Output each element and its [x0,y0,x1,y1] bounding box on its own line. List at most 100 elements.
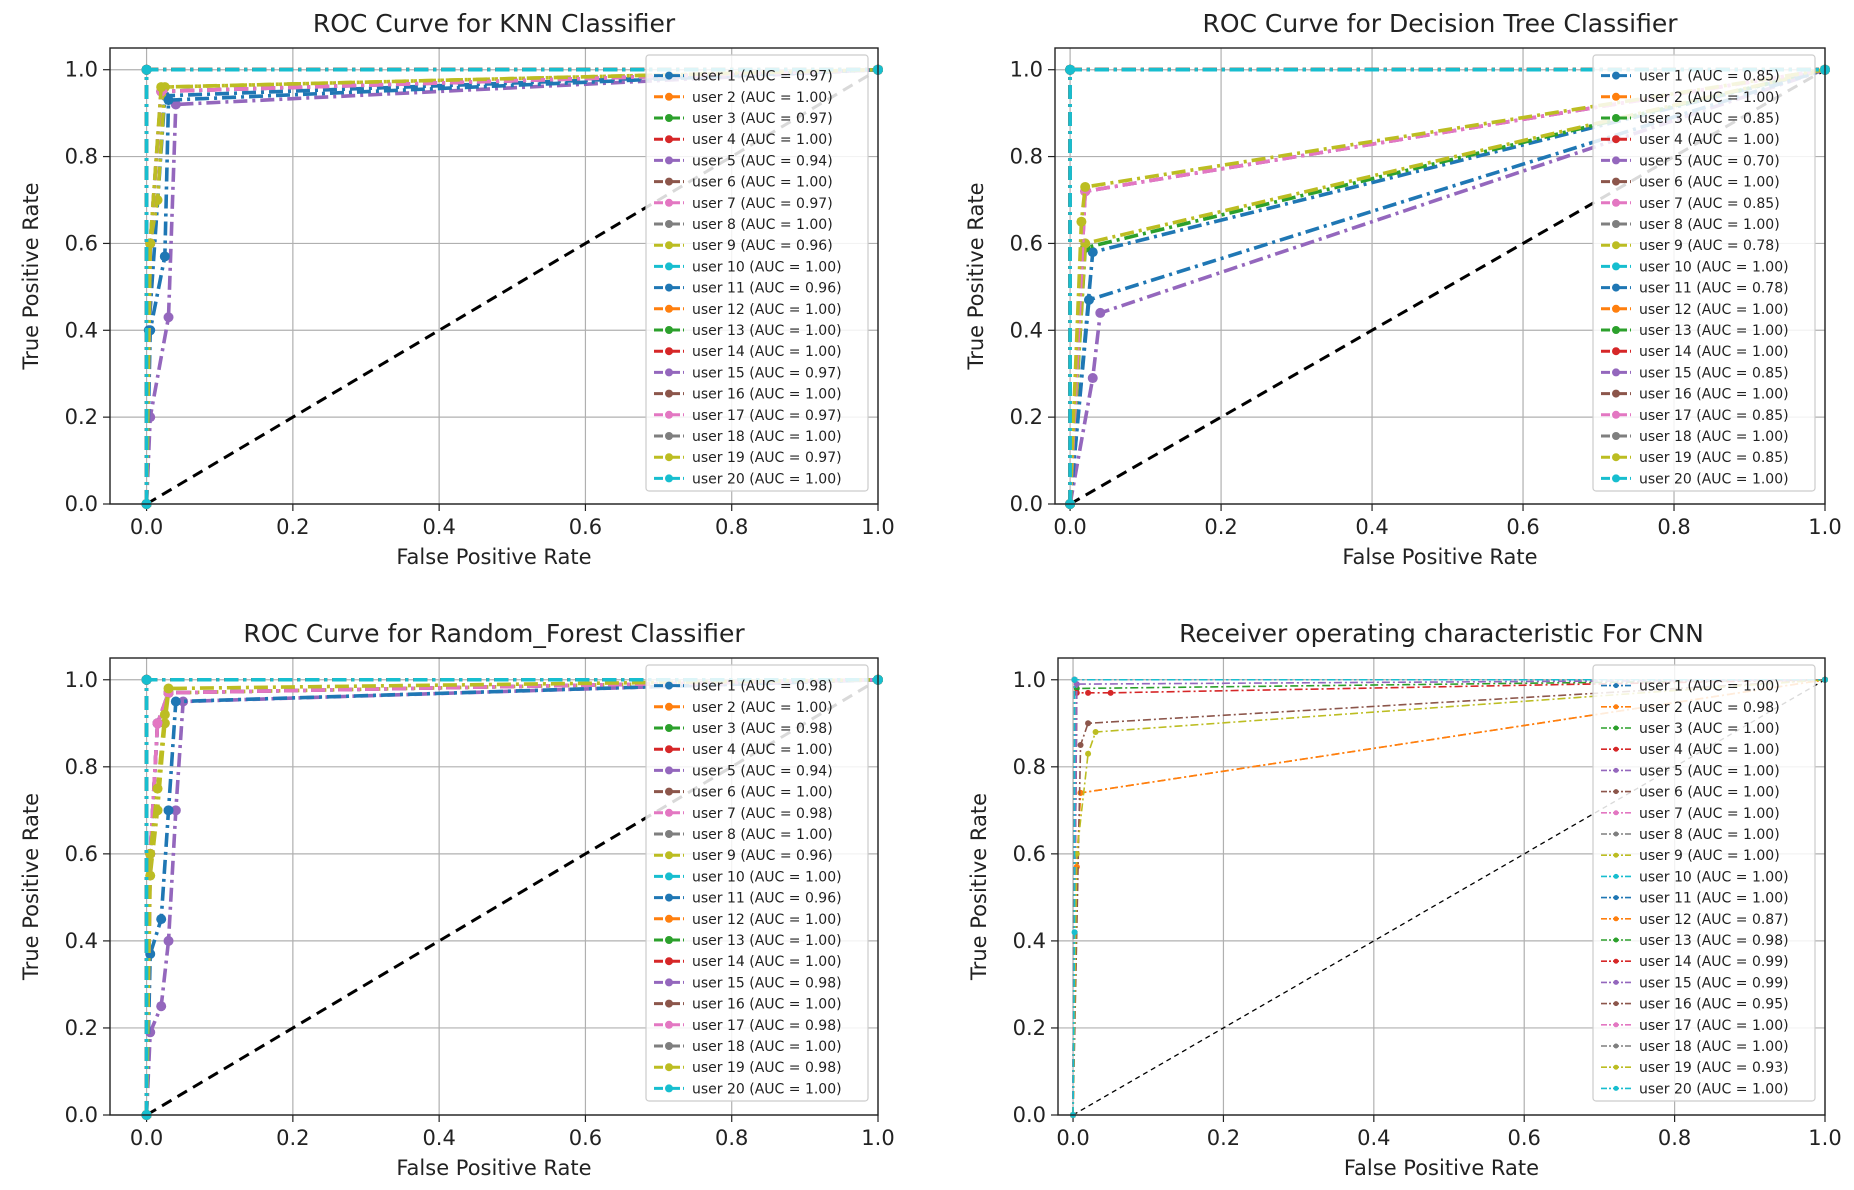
legend-label-user-6: user 6 (AUC = 1.00) [1639,785,1780,801]
y-tick-label: 0.4 [1010,318,1043,342]
legend-marker-user-6 [1612,177,1620,186]
legend-marker-user-8 [665,220,673,228]
legend-label-user-2: user 2 (AUC = 1.00) [1639,90,1780,106]
legend-label-user-18: user 18 (AUC = 1.00) [692,1039,842,1055]
legend-label-user-1: user 1 (AUC = 1.00) [1639,679,1780,695]
legend-label-user-19: user 19 (AUC = 0.93) [1639,1060,1789,1076]
legend-label-user-1: user 1 (AUC = 0.85) [1639,69,1780,85]
legend-marker-user-2 [1613,704,1619,710]
legend-marker-user-10 [665,262,673,271]
legend-label-user-13: user 13 (AUC = 1.00) [692,933,842,949]
legend-label-user-8: user 8 (AUC = 1.00) [692,217,833,233]
roc-point-user-16 [1077,742,1084,749]
legend-marker-user-15 [1612,368,1620,377]
legend-marker-user-1 [665,681,673,690]
legend-label-user-5: user 5 (AUC = 0.94) [692,153,833,169]
roc-curve-user-11 [144,677,879,1116]
legend-box [1592,664,1816,1102]
legend-marker-user-2 [1612,92,1620,101]
legend-label-user-3: user 3 (AUC = 0.85) [1639,111,1780,127]
x-axis-label: False Positive Rate [396,1156,591,1180]
roc-point-user-5 [178,696,189,707]
legend-marker-user-6 [665,787,673,796]
legend-marker-user-18 [1613,1043,1619,1049]
legend-marker-user-17 [665,410,673,419]
legend-label-user-5: user 5 (AUC = 0.70) [1639,153,1780,169]
legend-marker-user-15 [665,368,673,377]
legend-label-user-10: user 10 (AUC = 1.00) [692,869,842,885]
x-tick-label: 0.6 [569,515,602,539]
legend-marker-user-8 [1613,831,1619,837]
legend-marker-user-5 [665,156,673,165]
x-tick-label: 0.6 [1506,515,1539,539]
y-axis-label: True Positive Rate [964,182,988,370]
legend-label-user-5: user 5 (AUC = 0.94) [692,763,833,779]
legend-marker-user-11 [1613,895,1619,901]
legend-label-user-11: user 11 (AUC = 0.78) [1639,281,1789,297]
roc-point-user-5 [1087,373,1098,384]
x-tick-label: 1.0 [861,515,894,539]
legend-label-user-14: user 14 (AUC = 1.00) [692,344,842,360]
roc-curve-user-19 [1072,678,1826,1116]
x-axis-label: False Positive Rate [396,545,591,569]
legend-marker-user-8 [1612,220,1620,228]
legend-marker-user-9 [1613,852,1619,858]
roc-point-user-11 [170,696,181,707]
y-tick-label: 0.8 [1010,145,1043,169]
legend-label-user-13: user 13 (AUC = 1.00) [692,323,842,339]
roc-point-user-1 [1087,247,1098,258]
legend-label-user-18: user 18 (AUC = 1.00) [692,429,842,445]
legend-marker-user-13 [665,326,673,334]
x-tick-label: 0.0 [130,515,163,539]
legend-label-user-2: user 2 (AUC = 1.00) [692,90,833,106]
legend-label-user-5: user 5 (AUC = 1.00) [1639,763,1780,779]
legend-label-user-3: user 3 (AUC = 0.98) [692,721,833,737]
legend-label-user-19: user 19 (AUC = 0.85) [1639,450,1789,466]
legend-label-user-9: user 9 (AUC = 1.00) [1639,848,1780,864]
legend-marker-user-12 [665,914,673,923]
legend-marker-user-12 [665,304,673,313]
legend-label-user-4: user 4 (AUC = 1.00) [1639,742,1780,758]
legend-label-user-16: user 16 (AUC = 0.95) [1639,997,1789,1013]
roc-point-user-20 [1065,64,1076,75]
legend-marker-user-18 [665,432,673,440]
chart-title: Receiver operating characteristic For CN… [1179,619,1704,648]
x-tick-label: 0.8 [715,515,748,539]
legend-box [1592,54,1816,492]
legend-marker-user-20 [665,1084,673,1093]
legend-label-user-4: user 4 (AUC = 1.00) [1639,132,1780,148]
x-tick-label: 0.2 [1204,515,1237,539]
roc-point-user-11 [163,805,174,816]
roc-point-user-19 [152,783,163,794]
legend-label-user-13: user 13 (AUC = 0.98) [1639,933,1789,949]
chart-title: ROC Curve for Random_Forest Classifier [243,619,745,648]
legend-marker-user-14 [1613,958,1619,964]
legend-marker-user-13 [665,936,673,944]
legend-marker-user-7 [1613,810,1619,816]
roc-point-user-20 [1071,929,1078,936]
legend-label-user-10: user 10 (AUC = 1.00) [1639,869,1789,885]
y-tick-label: 0.6 [65,842,98,866]
y-tick-label: 0.8 [1013,755,1046,779]
legend-marker-user-9 [1612,241,1620,250]
legend-marker-user-13 [1612,326,1620,334]
legend-marker-user-9 [665,851,673,860]
legend-marker-user-1 [665,71,673,80]
roc-point-user-19 [1080,181,1091,192]
legend-marker-user-19 [665,453,673,462]
chart-title: ROC Curve for KNN Classifier [313,9,676,38]
legend-label-user-20: user 20 (AUC = 1.00) [692,471,842,487]
legend-label-user-20: user 20 (AUC = 1.00) [692,1081,842,1097]
chart-title: ROC Curve for Decision Tree Classifier [1202,9,1678,38]
y-tick-label: 1.0 [65,668,98,692]
x-tick-label: 1.0 [861,1126,894,1150]
x-tick-label: 1.0 [1808,515,1841,539]
legend-marker-user-3 [665,724,673,732]
y-tick-label: 0.4 [65,929,98,953]
y-tick-label: 0.2 [1013,1016,1046,1040]
legend-label-user-19: user 19 (AUC = 0.97) [692,450,842,466]
roc-point-user-11 [156,914,167,925]
x-tick-label: 0.4 [1355,515,1388,539]
legend-label-user-11: user 11 (AUC = 0.96) [692,891,842,907]
